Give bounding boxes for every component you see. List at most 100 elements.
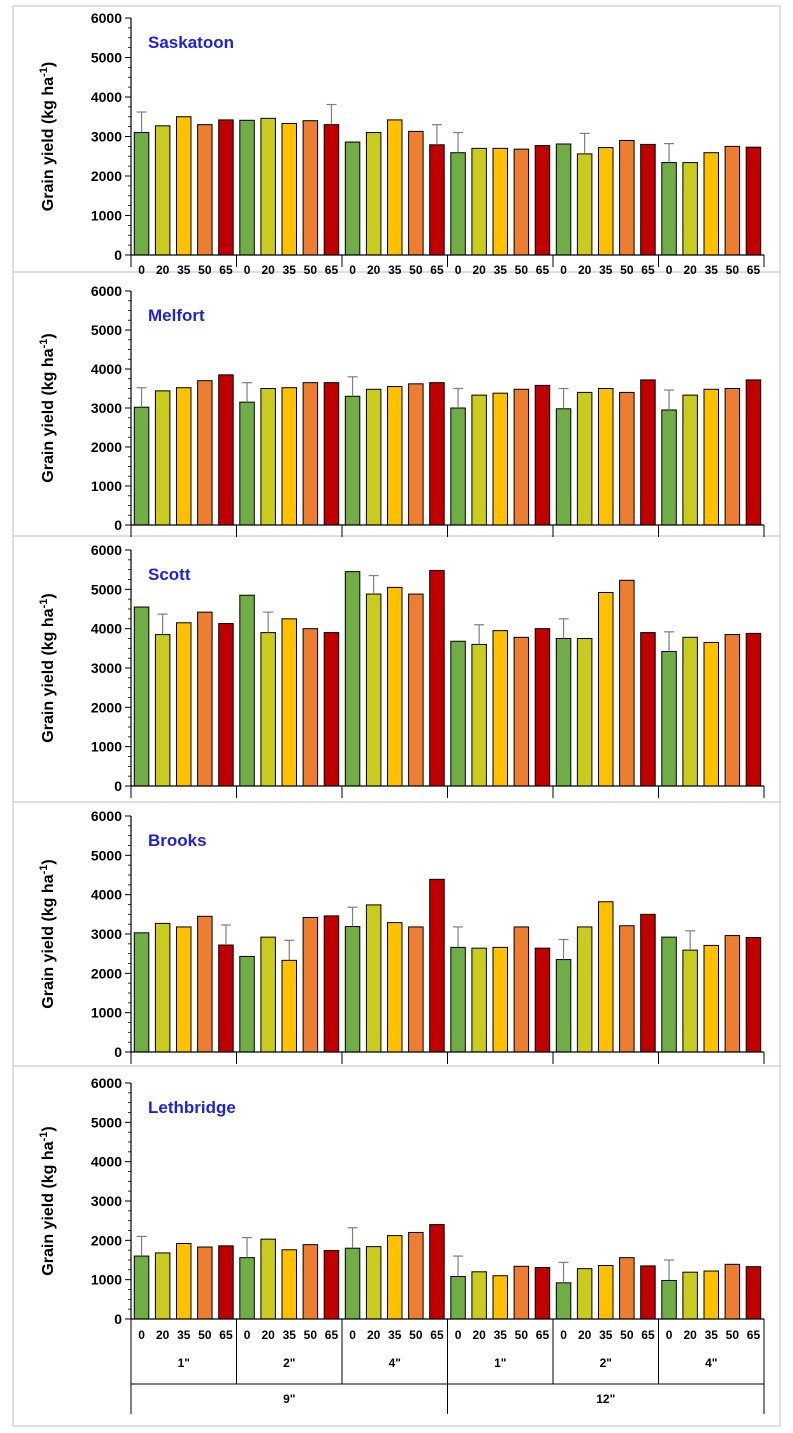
x-tick-label: 50: [198, 263, 212, 277]
bar-lethbridge-0: [133, 1255, 150, 1320]
x-tick-label: 0: [560, 263, 567, 277]
bar-lethbridge-18: [513, 1265, 530, 1320]
x-level2-label: 2": [600, 1356, 612, 1370]
x-tick-label: 35: [177, 1328, 191, 1342]
bar-saskatoon-10: [344, 141, 361, 256]
bar-melfort-7: [281, 387, 297, 526]
x-level2-label: 4": [705, 1356, 717, 1370]
bar-brooks-16: [471, 947, 487, 1053]
y-tick-label: 3000: [91, 660, 122, 676]
y-axis-label: Grain yield (kg ha-1): [38, 859, 57, 1008]
bar-scott-18: [513, 636, 530, 787]
bar-lethbridge-17: [492, 1275, 508, 1320]
bar-lethbridge-5: [239, 1257, 255, 1320]
y-tick-label: 2000: [91, 699, 122, 715]
bar-saskatoon-0: [133, 132, 150, 256]
x-tick-label: 65: [219, 1328, 233, 1342]
x-tick-label: 0: [455, 263, 462, 277]
x-tick-label: 0: [244, 1328, 251, 1342]
y-tick-label: 5000: [91, 1114, 122, 1130]
y-tick-label: 2000: [91, 965, 122, 981]
x-tick-label: 35: [705, 263, 719, 277]
x-tick-label: 0: [666, 1328, 673, 1342]
bar-brooks-27: [703, 944, 719, 1053]
bar-saskatoon-8: [302, 120, 319, 256]
bar-brooks-15: [450, 946, 466, 1053]
bar-brooks-29: [745, 937, 762, 1053]
bar-brooks-10: [344, 926, 361, 1053]
x-tick-label: 65: [536, 1328, 550, 1342]
bar-lethbridge-21: [576, 1268, 593, 1320]
bar-scott-13: [408, 593, 424, 787]
bar-scott-24: [640, 632, 656, 787]
y-tick-label: 4000: [91, 621, 122, 637]
bar-melfort-10: [344, 395, 361, 526]
y-axis-label: Grain yield (kg ha-1): [38, 62, 57, 211]
bar-lethbridge-16: [471, 1271, 487, 1320]
x-tick-label: 35: [494, 263, 508, 277]
x-tick-label: 0: [244, 263, 251, 277]
bar-melfort-5: [239, 401, 255, 526]
bar-brooks-21: [576, 926, 593, 1053]
bar-melfort-25: [661, 409, 677, 526]
bar-scott-19: [534, 628, 551, 787]
y-tick-label: 6000: [91, 808, 122, 824]
y-tick-label: 1000: [91, 739, 122, 755]
bar-saskatoon-6: [260, 117, 276, 256]
bar-saskatoon-13: [408, 130, 424, 256]
bar-lethbridge-2: [176, 1242, 192, 1320]
panel-title: Saskatoon: [148, 33, 234, 52]
x-tick-label: 50: [620, 1328, 634, 1342]
bar-brooks-11: [365, 904, 382, 1053]
bar-melfort-14: [429, 382, 445, 526]
bar-lethbridge-1: [154, 1252, 171, 1320]
bar-scott-11: [365, 593, 382, 787]
y-tick-label: 6000: [91, 1075, 122, 1091]
bar-saskatoon-16: [471, 147, 487, 256]
bar-brooks-19: [534, 947, 551, 1053]
x-tick-label: 20: [367, 1328, 381, 1342]
y-tick-label: 5000: [91, 50, 122, 66]
y-tick-label: 4000: [91, 361, 122, 377]
y-tick-label: 2000: [91, 439, 122, 455]
y-tick-label: 1000: [91, 208, 122, 224]
bar-melfort-17: [492, 392, 508, 526]
x-tick-label: 0: [138, 263, 145, 277]
y-axis-label: Grain yield (kg ha-1): [38, 333, 57, 482]
bar-saskatoon-26: [682, 162, 698, 256]
x-tick-label: 35: [494, 1328, 508, 1342]
x-tick-label: 35: [177, 263, 191, 277]
bar-saskatoon-7: [281, 122, 297, 256]
bar-melfort-13: [408, 383, 424, 526]
bar-lethbridge-23: [619, 1257, 635, 1320]
bar-scott-28: [724, 634, 741, 787]
bar-lethbridge-26: [682, 1271, 698, 1320]
bar-melfort-8: [302, 382, 319, 526]
panel-melfort: 0 1000 2000 3000 4000 5000 6000 Grain yield (kg…: [38, 283, 765, 537]
bar-saskatoon-14: [429, 144, 445, 256]
bar-melfort-20: [555, 408, 572, 526]
bar-melfort-28: [724, 388, 741, 526]
x-tick-label: 20: [472, 1328, 486, 1342]
bar-scott-15: [450, 640, 466, 787]
panel-title: Melfort: [148, 306, 205, 325]
bar-melfort-1: [154, 390, 171, 526]
bar-lethbridge-25: [661, 1279, 677, 1320]
bar-melfort-26: [682, 394, 698, 526]
bar-brooks-0: [133, 932, 150, 1053]
bar-saskatoon-15: [450, 152, 466, 256]
y-tick-label: 1000: [91, 478, 122, 494]
bar-melfort-11: [365, 388, 382, 526]
bar-brooks-26: [682, 949, 698, 1053]
x-tick-label: 35: [388, 1328, 402, 1342]
bar-scott-0: [133, 606, 150, 787]
bar-brooks-24: [640, 913, 656, 1053]
bar-brooks-4: [218, 944, 234, 1053]
x-tick-label: 50: [515, 263, 529, 277]
x-tick-label: 65: [747, 1328, 761, 1342]
bar-saskatoon-20: [555, 143, 572, 256]
bar-lethbridge-4: [218, 1245, 234, 1320]
bar-scott-22: [598, 591, 614, 787]
y-tick-label: 2000: [91, 1232, 122, 1248]
bar-lethbridge-8: [302, 1244, 319, 1320]
